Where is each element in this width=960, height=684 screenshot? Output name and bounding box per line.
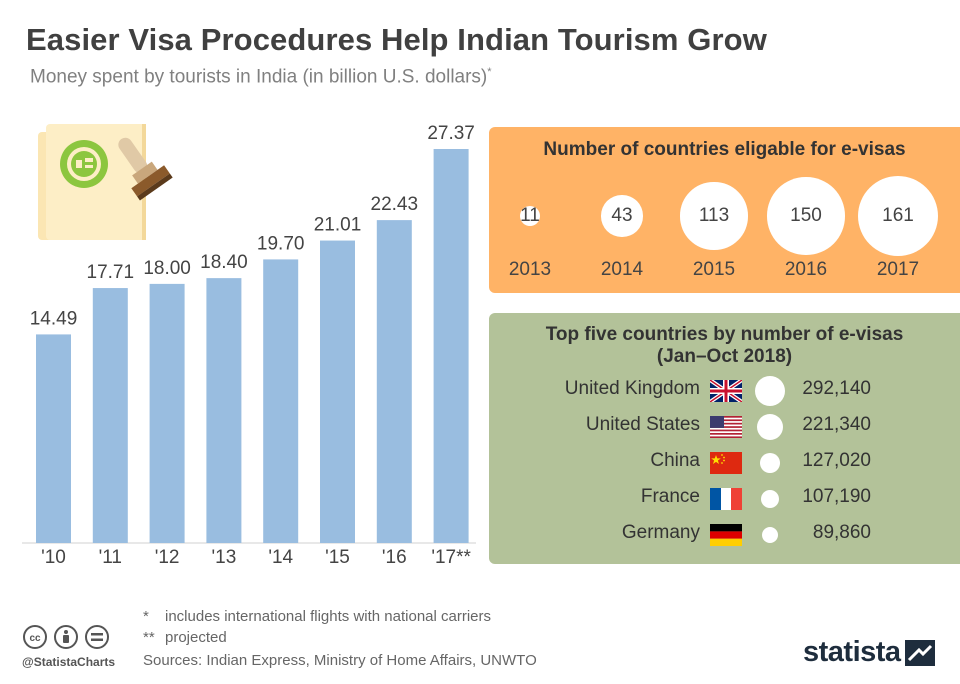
- country-name: United States: [585, 414, 700, 435]
- evisa-year-label-2015: 2015: [692, 259, 736, 280]
- x-tick-label-7: '17**: [431, 547, 471, 568]
- evisa-bubble-2015: 113: [680, 182, 748, 250]
- passport-stamp-icon: [38, 124, 173, 240]
- top-five-row: Germany 89,860: [489, 516, 960, 552]
- evisa-count-value: 221,340: [802, 414, 871, 435]
- top-five-panel-subtitle: (Jan–Oct 2018): [656, 346, 793, 367]
- twitter-handle[interactable]: @StatistaCharts: [22, 655, 116, 669]
- country-name: China: [650, 450, 700, 471]
- evisa-count-dot: [760, 453, 780, 473]
- evisa-count-value: 89,860: [812, 522, 871, 543]
- x-tick-label-5: '15: [325, 547, 350, 568]
- bar-value-label-6: 22.43: [371, 194, 419, 215]
- x-tick-label-1: '11: [99, 547, 122, 568]
- footnote-1-text: includes international flights with nati…: [165, 608, 492, 625]
- evisa-year-label-2014: 2014: [600, 259, 644, 280]
- bar-1: [92, 288, 128, 543]
- top-five-row: China 127,020: [489, 444, 960, 480]
- evisa-eligibility-panel: Number of countries eligable for e-visas…: [489, 127, 960, 293]
- statista-brand[interactable]: statista: [803, 636, 901, 668]
- subtitle-footnote-mark: *: [487, 66, 492, 78]
- bar-value-label-4: 19.70: [257, 233, 305, 254]
- x-tick-label-6: '16: [382, 547, 407, 568]
- china-flag-icon: [710, 452, 742, 474]
- country-name: France: [640, 486, 700, 507]
- evisa-count-dot: [756, 413, 784, 441]
- bars-group: 14.49 '10 17.71 '11 18.00 '12 18.40 '13 19.70 '14…: [30, 123, 475, 568]
- bar-4: [263, 259, 299, 543]
- evisa-bubble-2014: 43: [601, 195, 643, 237]
- subtitle-text: Money spent by tourists in India (in bil…: [30, 66, 488, 88]
- evisa-count-dot: [760, 489, 780, 509]
- top-five-row: United Kingdom 292,140: [489, 372, 960, 408]
- evisa-count-value: 127,020: [802, 450, 871, 471]
- bar-value-label-5: 21.01: [314, 215, 362, 236]
- evisa-bubble-2017: 161: [858, 176, 938, 256]
- top-five-panel: Top five countries by number of e-visas …: [489, 313, 960, 564]
- bar-chart-svg: 14.49 '10 17.71 '11 18.00 '12 18.40 '13 19.70 '14…: [22, 123, 476, 568]
- country-name: Germany: [621, 522, 700, 543]
- evisa-year-label-2013: 2013: [508, 259, 552, 280]
- bar-value-label-3: 18.40: [200, 252, 248, 273]
- bar-3: [206, 278, 242, 543]
- top-five-row: France 107,190: [489, 480, 960, 516]
- evisa-count-dot: [755, 376, 785, 406]
- page-title: Easier Visa Procedures Help Indian Touri…: [26, 22, 767, 57]
- bar-6: [376, 220, 412, 543]
- evisa-bubble-2016: 150: [767, 177, 845, 255]
- by-icon: [54, 625, 78, 649]
- bar-chart: 14.49 '10 17.71 '11 18.00 '12 18.40 '13 19.70 '14…: [0, 100, 480, 570]
- page-subtitle: Money spent by tourists in India (in bil…: [30, 66, 492, 88]
- evisa-count-dot: [761, 526, 779, 544]
- evisa-year-label-2017: 2017: [876, 259, 920, 280]
- evisa-panel-title: Number of countries eligable for e-visas: [543, 139, 906, 160]
- footnote-2: ** projected: [143, 627, 491, 648]
- statista-logo-icon: [905, 640, 935, 671]
- x-tick-label-3: '13: [212, 547, 237, 568]
- license-icons: cc: [22, 624, 122, 655]
- footnote-1: * includes international flights with nat…: [143, 606, 491, 627]
- bar-5: [320, 240, 355, 543]
- uk-flag-icon: [710, 380, 742, 402]
- footnote-2-text: projected: [165, 629, 227, 646]
- svg-text:cc: cc: [29, 633, 41, 644]
- country-name: United Kingdom: [564, 378, 700, 399]
- x-tick-label-2: '12: [155, 547, 180, 568]
- top-five-row: United States 221,340: [489, 408, 960, 444]
- footnote-2-symbol: **: [143, 629, 155, 646]
- evisa-bubble-2013: 11: [519, 204, 541, 227]
- bar-value-label-7: 27.37: [427, 123, 475, 144]
- germany-flag-icon: [710, 524, 742, 546]
- bar-7: [433, 149, 469, 543]
- evisa-count-value: 292,140: [802, 378, 871, 399]
- x-tick-label-0: '10: [41, 547, 66, 568]
- x-tick-label-4: '14: [268, 547, 293, 568]
- bar-value-label-1: 17.71: [87, 262, 135, 283]
- cc-icon: cc: [23, 625, 47, 649]
- evisa-count-value: 107,190: [802, 486, 871, 507]
- footnotes: * includes international flights with nat…: [143, 606, 491, 648]
- bar-2: [149, 283, 185, 543]
- footnote-1-symbol: *: [143, 608, 149, 625]
- france-flag-icon: [710, 488, 742, 510]
- nd-icon: [85, 625, 109, 649]
- top-five-panel-title: Top five countries by number of e-visas: [545, 324, 904, 345]
- evisa-year-label-2016: 2016: [784, 259, 828, 280]
- bar-value-label-2: 18.00: [143, 258, 191, 279]
- bar-0: [36, 334, 71, 543]
- bar-value-label-0: 14.49: [30, 308, 78, 329]
- us-flag-icon: [710, 416, 742, 438]
- sources: Sources: Indian Express, Ministry of Hom…: [143, 652, 537, 669]
